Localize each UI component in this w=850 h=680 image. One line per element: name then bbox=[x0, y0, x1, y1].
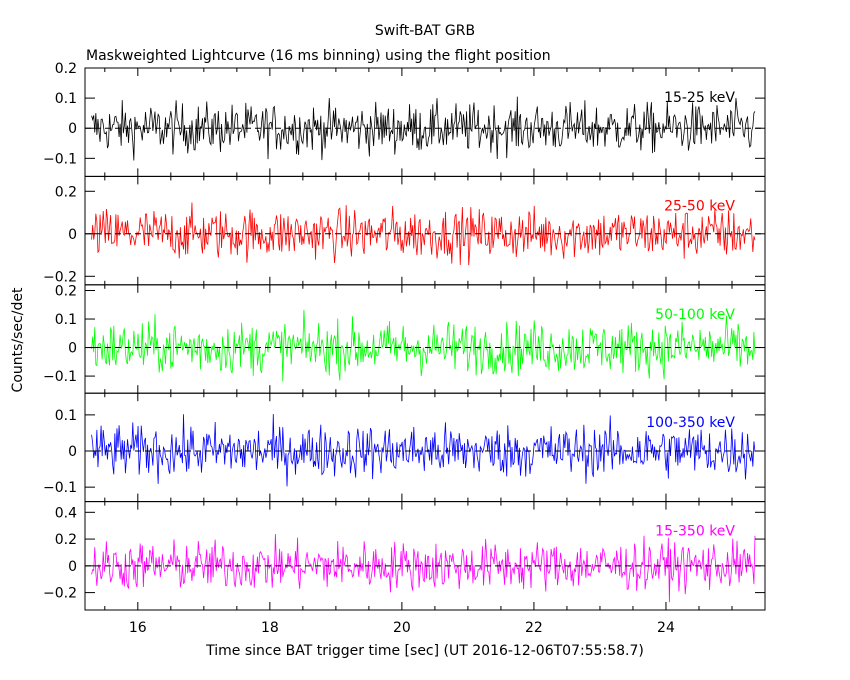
band-label-5: 15-350 keV bbox=[655, 524, 735, 540]
y-tick-label-5-3: 0.4 bbox=[55, 505, 77, 521]
panels-group: −0.100.10.215-25 keV−0.200.225-50 keV−0.… bbox=[43, 61, 766, 636]
y-tick-label-3-2: 0.1 bbox=[55, 312, 77, 328]
panel-4: −0.1 0 0.1 100-350 keV bbox=[43, 392, 766, 503]
series-line-2 bbox=[91, 202, 756, 266]
series-line-3 bbox=[91, 309, 756, 382]
y-tick-label-1-3: 0.2 bbox=[55, 61, 77, 77]
panel-5: −0.2 0 0.2 0.4 15-350 keV bbox=[43, 501, 766, 611]
panel-frame-3 bbox=[84, 284, 766, 394]
band-label-1: 15-25 keV bbox=[664, 90, 735, 106]
chart-subtitle: Maskweighted Lightcurve (16 ms binning) … bbox=[86, 48, 551, 64]
y-tick-label-1-2: 0.1 bbox=[55, 91, 77, 107]
band-label-3: 50-100 keV bbox=[655, 307, 735, 323]
panel-frame-1 bbox=[84, 67, 766, 177]
x-axis-label: Time since BAT trigger time [sec] (UT 20… bbox=[205, 643, 644, 659]
x-tick-label-4: 24 bbox=[657, 620, 675, 636]
y-tick-label-5-0: −0.2 bbox=[43, 586, 77, 602]
band-label-2: 25-50 keV bbox=[664, 198, 735, 214]
y-tick-label-4-0: −0.1 bbox=[43, 480, 77, 496]
series-line-5 bbox=[91, 533, 756, 603]
y-tick-label-1-0: −0.1 bbox=[43, 151, 77, 167]
band-label-4: 100-350 keV bbox=[646, 415, 735, 431]
panel-2: −0.2 0 0.2 25-50 keV bbox=[43, 175, 766, 286]
y-tick-label-4-1: 0 bbox=[68, 444, 77, 460]
x-tick-label-3: 22 bbox=[525, 620, 543, 636]
y-tick-label-2-0: −0.2 bbox=[43, 269, 77, 285]
panel-frame-5 bbox=[84, 501, 766, 611]
y-tick-label-2-1: 0 bbox=[68, 227, 77, 243]
series-line-1 bbox=[91, 96, 756, 161]
panel-3: −0.1 0 0.1 0.2 50-100 keV bbox=[43, 284, 766, 394]
y-tick-label-3-3: 0.2 bbox=[55, 284, 77, 300]
y-tick-label-5-2: 0.2 bbox=[55, 532, 77, 548]
x-tick-label-1: 18 bbox=[261, 620, 279, 636]
y-axis-label: Counts/sec/det bbox=[10, 287, 26, 392]
x-tick-label-0: 16 bbox=[129, 620, 147, 636]
y-tick-label-3-1: 0 bbox=[68, 341, 77, 357]
panel-1: −0.1 0 0.1 0.2 15-25 keV bbox=[43, 61, 766, 177]
y-tick-label-4-2: 0.1 bbox=[55, 408, 77, 424]
chart-title: Swift-BAT GRB bbox=[375, 23, 475, 39]
y-tick-label-2-2: 0.2 bbox=[55, 184, 77, 200]
series-line-4 bbox=[91, 414, 756, 487]
y-tick-label-5-1: 0 bbox=[68, 559, 77, 575]
y-tick-label-1-1: 0 bbox=[68, 121, 77, 137]
x-tick-label-2: 20 bbox=[393, 620, 411, 636]
y-tick-label-3-0: −0.1 bbox=[43, 369, 77, 385]
